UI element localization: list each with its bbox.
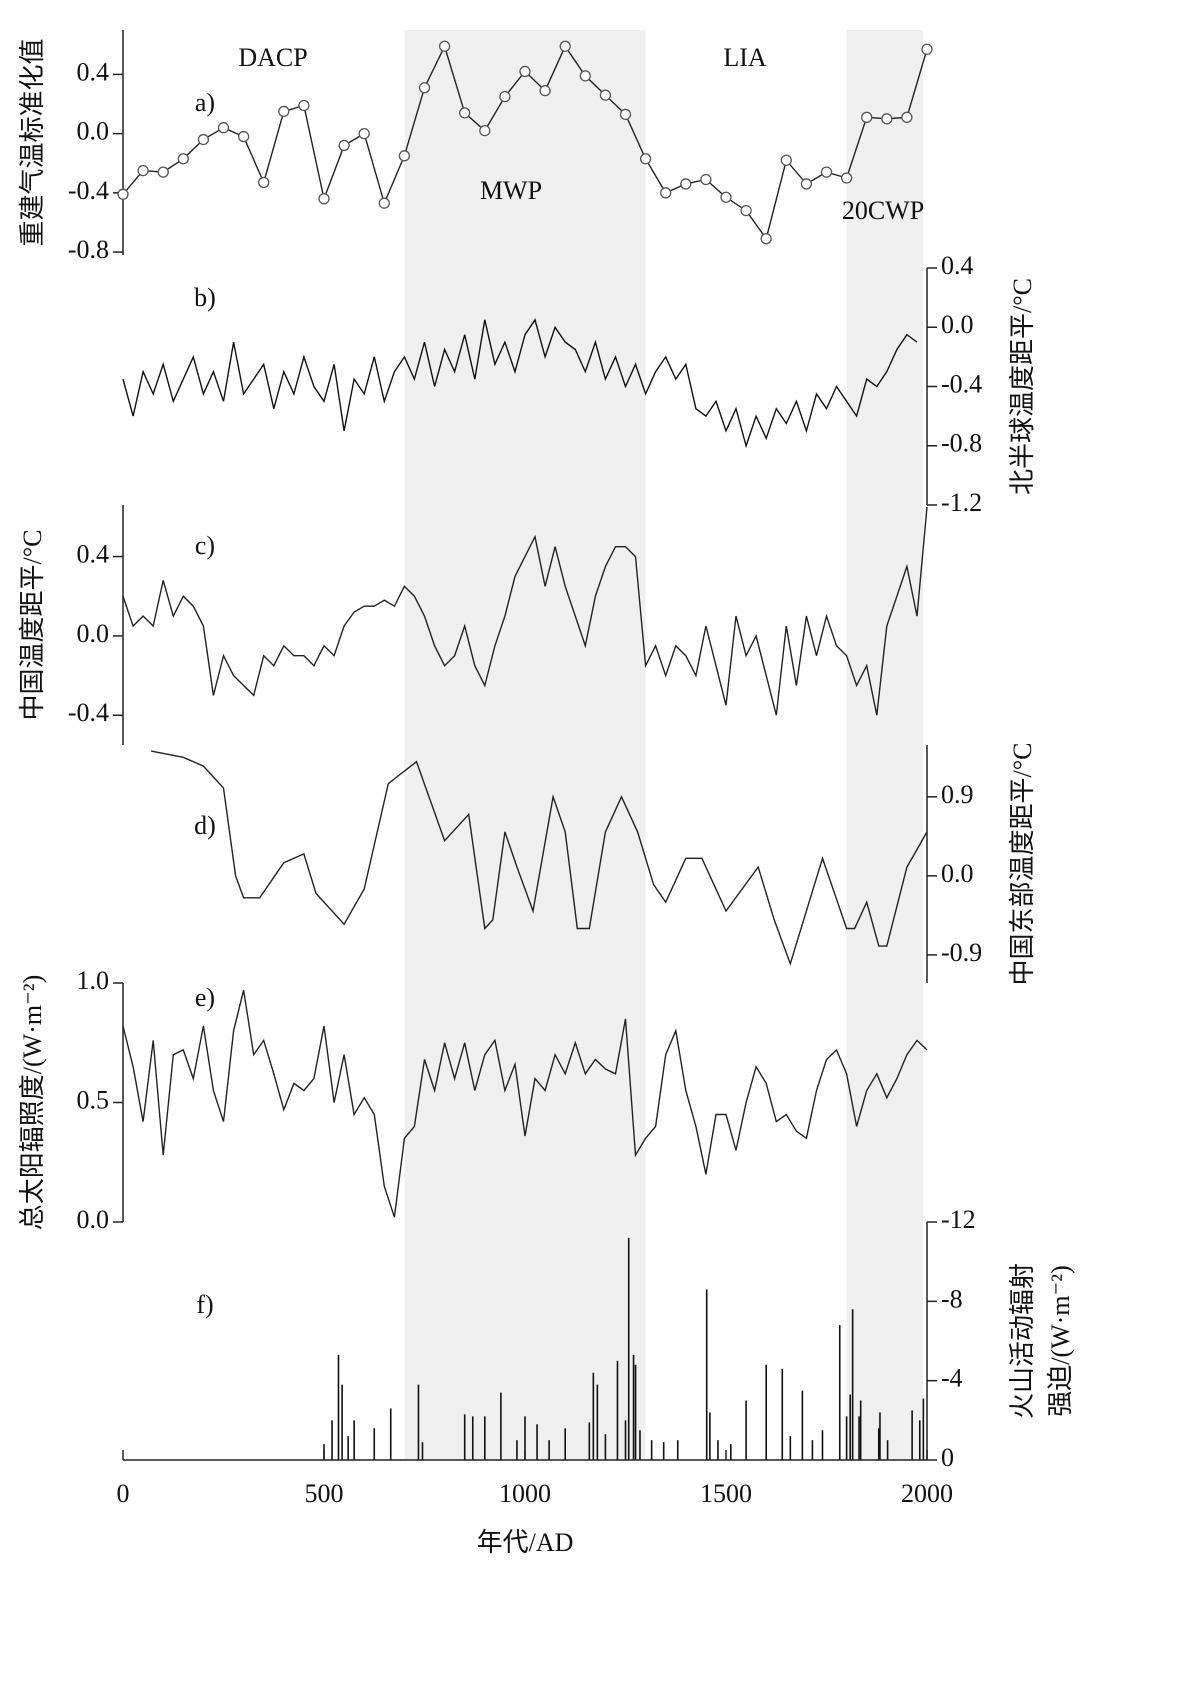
y-axis-label: 北半球温度距平/°C xyxy=(1008,278,1037,495)
y-tick-label: -4 xyxy=(941,1364,963,1393)
shading xyxy=(404,30,923,1460)
data-point xyxy=(921,43,933,55)
data-point xyxy=(840,172,853,184)
y-tick-label: -0.4 xyxy=(68,176,109,205)
data-point xyxy=(660,187,672,199)
panel-label: d) xyxy=(194,811,216,840)
y-tick-label: -12 xyxy=(941,1205,976,1234)
data-point xyxy=(780,154,792,166)
data-point xyxy=(539,85,551,97)
x-tick-label: 2000 xyxy=(901,1479,953,1508)
data-point xyxy=(639,153,652,165)
data-point xyxy=(177,153,189,165)
data-point xyxy=(579,70,591,82)
data-point xyxy=(338,139,350,152)
y-tick-label: -0.8 xyxy=(68,235,109,264)
panel-label: a) xyxy=(195,88,215,117)
y-tick-label: 0.5 xyxy=(77,1085,110,1114)
y-tick-label: 0.0 xyxy=(941,310,974,339)
data-line xyxy=(122,318,918,449)
data-point xyxy=(599,89,612,101)
data-point xyxy=(137,164,149,177)
y-axis-label: 总太阳辐照度/(W·m⁻²) xyxy=(18,975,47,1230)
data-point xyxy=(559,40,571,52)
y-axis-label: 强迫/(W·m⁻²) xyxy=(1046,1265,1075,1416)
y-tick-label: 0.4 xyxy=(941,251,974,280)
period-label: DACP xyxy=(238,43,307,72)
y-tick-label: -0.9 xyxy=(941,938,982,967)
period-label: MWP xyxy=(480,176,542,205)
data-point xyxy=(619,108,632,121)
y-tick-label: -0.8 xyxy=(941,429,982,458)
data-point xyxy=(901,111,913,123)
data-point xyxy=(217,122,230,134)
y-tick-label: 0.0 xyxy=(77,619,110,648)
data-point xyxy=(861,111,873,123)
x-tick-label: 500 xyxy=(305,1479,344,1508)
data-point xyxy=(117,188,129,200)
data-point xyxy=(237,130,250,143)
panel-label: e) xyxy=(195,983,215,1012)
y-axis-label: 中国温度距平/°C xyxy=(18,530,47,721)
y-tick-label: 0.4 xyxy=(77,540,110,569)
data-point xyxy=(720,191,732,203)
y-tick-label: 0.0 xyxy=(77,117,110,146)
y-tick-label: 1.0 xyxy=(77,966,110,995)
data-point xyxy=(700,173,712,186)
data-point xyxy=(418,82,431,94)
x-axis-label: 年代/AD xyxy=(477,1528,574,1557)
x-tick-label: 1000 xyxy=(499,1479,551,1508)
x-tick-label: 1500 xyxy=(700,1479,752,1508)
period-label: 20CWP xyxy=(842,196,924,225)
data-point xyxy=(378,197,390,209)
data-point xyxy=(318,193,330,205)
data-point xyxy=(438,40,451,52)
data-line xyxy=(122,506,928,716)
data-point xyxy=(680,178,692,190)
y-tick-label: -1.2 xyxy=(941,488,982,517)
data-point xyxy=(197,133,210,146)
shaded-period xyxy=(846,30,923,1460)
data-line xyxy=(150,750,928,966)
data-point xyxy=(800,178,813,190)
y-tick-label: -8 xyxy=(941,1284,963,1313)
shaded-period xyxy=(404,30,646,1460)
data-point xyxy=(157,166,169,178)
y-axis-label: 重建气温标准化值 xyxy=(18,38,47,246)
panel-label: f) xyxy=(196,1290,213,1319)
y-tick-label: 0.0 xyxy=(77,1205,110,1234)
data-point xyxy=(820,166,833,178)
panel-label: b) xyxy=(194,283,216,312)
data-point xyxy=(519,65,531,78)
data-point xyxy=(298,99,310,112)
y-tick-label: 0.4 xyxy=(77,57,110,86)
y-axis-label: 火山活动辐射 xyxy=(1008,1263,1037,1419)
period-label: LIA xyxy=(723,43,767,72)
y-tick-label: 0.9 xyxy=(941,780,974,809)
data-point xyxy=(258,176,270,189)
data-point xyxy=(459,107,471,119)
data-point xyxy=(760,233,772,245)
data-point xyxy=(499,90,511,103)
y-axis-label: 中国东部温度距平/°C xyxy=(1008,743,1037,986)
y-tick-label: -0.4 xyxy=(68,698,109,727)
data-point xyxy=(398,150,411,162)
data-point xyxy=(479,125,491,137)
data-point xyxy=(740,204,752,217)
y-tick-label: -0.4 xyxy=(941,369,982,398)
y-tick-label: 0 xyxy=(941,1443,954,1472)
data-point xyxy=(358,127,370,140)
x-tick-label: 0 xyxy=(117,1479,130,1508)
data-line xyxy=(122,990,928,1218)
panel-label: c) xyxy=(195,531,215,560)
data-point xyxy=(881,113,893,125)
data-point xyxy=(278,105,290,118)
y-tick-label: 0.0 xyxy=(941,859,974,888)
